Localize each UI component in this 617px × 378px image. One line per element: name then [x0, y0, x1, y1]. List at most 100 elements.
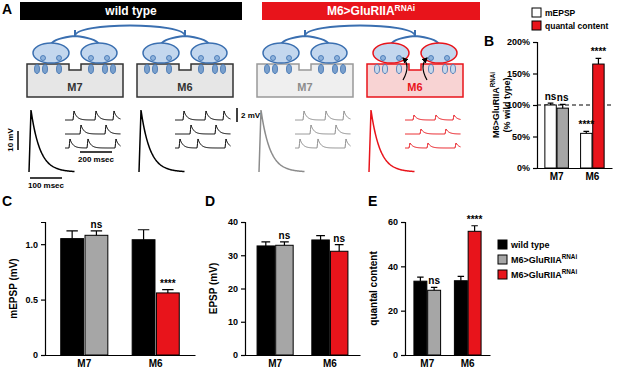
plot-area	[414, 226, 481, 355]
nerve	[305, 26, 415, 37]
nerve-branch	[391, 30, 439, 44]
group-label: wild type	[104, 4, 157, 18]
y-tick: 50%	[512, 132, 537, 142]
tick-label: 40	[228, 217, 238, 227]
error-bar	[583, 131, 589, 133]
y-axis-title: EPSP (mV)	[208, 263, 219, 315]
y-tick: 10	[228, 317, 245, 327]
axis-line	[246, 355, 361, 356]
receptor	[397, 65, 402, 74]
significance: ns	[545, 91, 557, 102]
y-axis-title-part: mEPSP (mV)	[8, 258, 19, 318]
error-bar	[335, 245, 344, 252]
x-axis: M7M6	[538, 168, 613, 182]
significance: ****	[579, 119, 595, 130]
receptor	[103, 65, 108, 74]
bar-chart: Bns****ns****0%50%100%150%200%M7M6M6>Glu…	[484, 8, 613, 182]
bar	[156, 293, 179, 355]
panel-a: Awild typeM6>GluRIIARNAiM7M6M7M610 mV100…	[2, 1, 480, 190]
annotations: ns****	[91, 219, 176, 289]
y-tick: 20	[228, 284, 245, 294]
axis-line	[538, 168, 613, 169]
y-axis-title: (% wild type)	[502, 77, 512, 132]
tick-label: 1.0	[25, 240, 38, 250]
significance: ns	[428, 275, 440, 286]
mepsp-trace	[405, 143, 461, 148]
scale-bar	[17, 131, 19, 150]
legend-label: wild type	[510, 240, 550, 250]
legend-label-part: quantal content	[545, 21, 608, 31]
x-tick: M6	[323, 355, 337, 369]
epsp-trace	[259, 110, 305, 172]
bar	[593, 64, 604, 168]
bar	[428, 290, 441, 355]
active-zone	[381, 56, 386, 61]
significance: ns	[557, 92, 569, 103]
legend: mEPSPquantal content	[532, 8, 608, 31]
tick-mark	[241, 255, 245, 256]
x-tick: M6	[585, 168, 599, 182]
significance: ns	[333, 233, 345, 244]
category-label: M7	[268, 358, 282, 369]
receptor	[35, 65, 40, 74]
y-axis: 0204060	[388, 217, 406, 360]
legend-label-part: RNAi	[562, 268, 578, 275]
y-axis-title-part: quantal content	[368, 251, 379, 326]
scale-label: 2 mV	[241, 111, 261, 120]
nerve-branch	[161, 30, 209, 44]
legend-swatch	[498, 270, 507, 279]
active-zone	[319, 56, 324, 61]
tick-label: 10	[228, 317, 238, 327]
bouton	[263, 43, 299, 63]
legend-label: M6>GluRIIARNAi	[511, 253, 577, 265]
mepsp-trace	[405, 129, 461, 134]
epsp-trace	[139, 110, 185, 172]
receptor	[153, 65, 158, 74]
legend-label: quantal content	[545, 21, 608, 31]
receptor	[111, 65, 116, 74]
error-bar	[316, 236, 325, 240]
significance: ****	[160, 278, 176, 289]
error-bar	[280, 242, 289, 245]
active-zone	[287, 56, 292, 61]
axis-line	[46, 355, 196, 356]
y-axis-title-part: M6>GluRIIA	[491, 87, 501, 138]
mepsp-trace	[295, 111, 351, 120]
receptor	[273, 65, 278, 74]
tick-mark	[401, 355, 405, 356]
tick-mark	[401, 222, 405, 223]
significance: ns	[279, 230, 291, 241]
group-label: M6>GluRIIARNAi	[327, 3, 415, 18]
y-axis-title-part: RNAi	[489, 72, 496, 88]
y-tick: 0	[33, 350, 45, 360]
receptor	[341, 65, 346, 74]
y-tick: 1.0	[25, 240, 45, 250]
legend-label-part: M6>GluRIIA	[511, 255, 562, 265]
active-zone	[105, 56, 110, 61]
group-header	[20, 2, 242, 20]
tick-label: 40	[388, 262, 398, 272]
mepsp-trace	[65, 125, 121, 134]
y-tick: 0.5	[25, 295, 45, 305]
bar	[61, 239, 84, 355]
bar	[257, 246, 274, 355]
active-zone	[215, 56, 220, 61]
x-axis: M7 M6	[246, 355, 361, 369]
epsp-trace	[29, 110, 75, 172]
receptor	[221, 65, 226, 74]
active-zone	[445, 56, 450, 61]
tick-label: 50%	[512, 132, 530, 142]
y-tick: 200%	[507, 37, 537, 47]
tick-label: 0%	[517, 163, 530, 173]
tick-mark	[401, 311, 405, 312]
bar	[276, 245, 293, 355]
receptor	[429, 65, 434, 74]
error-bar	[548, 103, 554, 105]
scale-label: 10 mV	[6, 128, 15, 152]
bouton	[373, 43, 409, 63]
tick-label: 0.5	[25, 295, 38, 305]
tick-mark	[41, 299, 45, 300]
y-tick: 0%	[517, 163, 537, 173]
nerve	[75, 26, 185, 37]
tick-label: 30	[228, 251, 238, 261]
